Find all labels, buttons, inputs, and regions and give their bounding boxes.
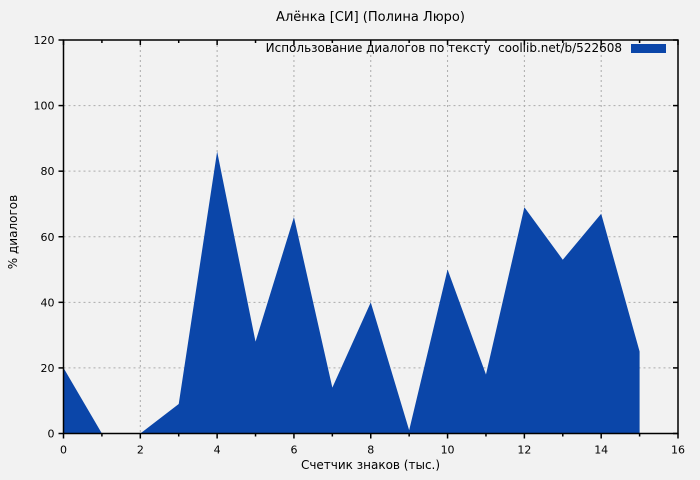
x-tick-label: 2 [137, 444, 144, 457]
y-tick-label: 20 [41, 362, 55, 375]
chart-title: Алёнка [СИ] (Полина Люро) [276, 10, 465, 25]
x-axis-label: Счетчик знаков (тыс.) [300, 458, 441, 472]
y-tick-label: 0 [48, 428, 55, 441]
area-series [63, 151, 640, 434]
legend: Использование диалогов по тексту coollib… [266, 41, 666, 55]
x-tick-label: 16 [671, 444, 685, 457]
legend-series-label: Использование диалогов по тексту coollib… [265, 41, 622, 55]
legend-swatch [631, 43, 666, 53]
y-tick-label: 100 [34, 100, 55, 113]
x-tick-label: 10 [441, 444, 455, 457]
x-tick-label: 4 [214, 444, 221, 457]
y-tick-label: 60 [41, 231, 55, 244]
y-tick-label: 80 [41, 165, 55, 178]
x-tick-label: 12 [517, 444, 531, 457]
y-tick-label: 120 [34, 34, 55, 47]
y-tick-label: 40 [41, 296, 55, 309]
y-axis-label: % диалогов [6, 194, 20, 270]
x-tick-label: 14 [594, 444, 608, 457]
x-tick-label: 0 [60, 444, 67, 457]
x-tick-label: 8 [367, 444, 374, 457]
x-tick-label: 6 [290, 444, 297, 457]
